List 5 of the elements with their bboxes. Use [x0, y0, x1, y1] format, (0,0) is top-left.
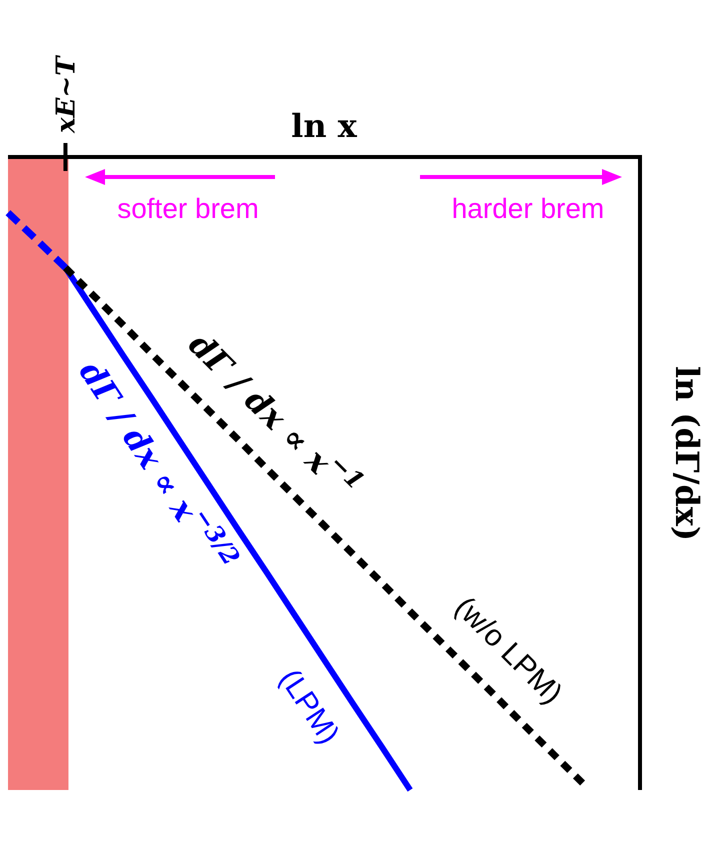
annotation: softer brem	[117, 193, 259, 224]
x-axis-title: ln x	[291, 107, 358, 145]
y-axis-title: ln (dΓ/dx)	[668, 366, 706, 542]
text: xE~T	[51, 54, 82, 134]
annotation: harder brem	[452, 193, 604, 224]
